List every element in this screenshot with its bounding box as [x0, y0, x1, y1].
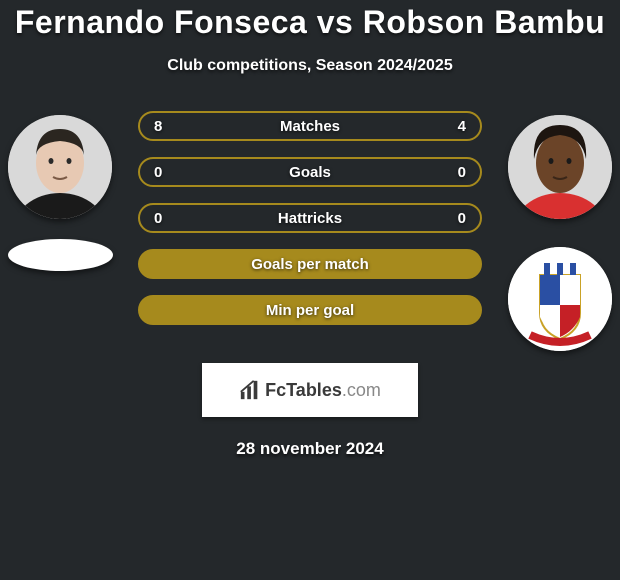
stat-right-value: 0 — [458, 210, 466, 227]
stat-bar-goals-per-match: Goals per match — [138, 249, 482, 279]
stat-right-value: 4 — [458, 118, 466, 135]
page-title: Fernando Fonseca vs Robson Bambu — [0, 4, 620, 41]
subtitle: Club competitions, Season 2024/2025 — [0, 57, 620, 75]
stat-left-value: 0 — [154, 210, 162, 227]
logo-domain: .com — [342, 380, 381, 400]
bar-chart-icon — [239, 379, 261, 401]
logo-brand: FcTables — [265, 380, 342, 400]
player-left-portrait-icon — [8, 115, 112, 219]
stat-label: Matches — [280, 118, 340, 135]
fctables-logo: FcTables.com — [202, 363, 418, 417]
logo-text: FcTables.com — [265, 380, 381, 401]
stat-label: Hattricks — [278, 210, 342, 227]
comparison-card: Fernando Fonseca vs Robson Bambu Club co… — [0, 0, 620, 459]
stat-bar-goals: 0 Goals 0 — [138, 157, 482, 187]
player-left-avatar — [8, 115, 112, 219]
stat-bar-matches: 8 Matches 4 — [138, 111, 482, 141]
stat-right-value: 0 — [458, 164, 466, 181]
stat-label: Min per goal — [266, 302, 354, 319]
date-line: 28 november 2024 — [0, 439, 620, 459]
stat-label: Goals per match — [251, 256, 369, 273]
face — [536, 133, 584, 193]
stat-left-value: 0 — [154, 164, 162, 181]
player-right-avatar — [508, 115, 612, 219]
stats-area: 8 Matches 4 0 Goals 0 0 Hattricks 0 Goals per mat… — [0, 111, 620, 351]
player-right-portrait-icon — [508, 115, 612, 219]
club-right-crest-icon — [508, 247, 612, 351]
stat-label: Goals — [289, 164, 331, 181]
stat-bar-min-per-goal: Min per goal — [138, 295, 482, 325]
stat-bar-hattricks: 0 Hattricks 0 — [138, 203, 482, 233]
club-left-badge — [8, 239, 113, 271]
club-right-badge — [508, 247, 612, 351]
stat-bars: 8 Matches 4 0 Goals 0 0 Hattricks 0 Goals per mat… — [138, 111, 482, 341]
stat-left-value: 8 — [154, 118, 162, 135]
